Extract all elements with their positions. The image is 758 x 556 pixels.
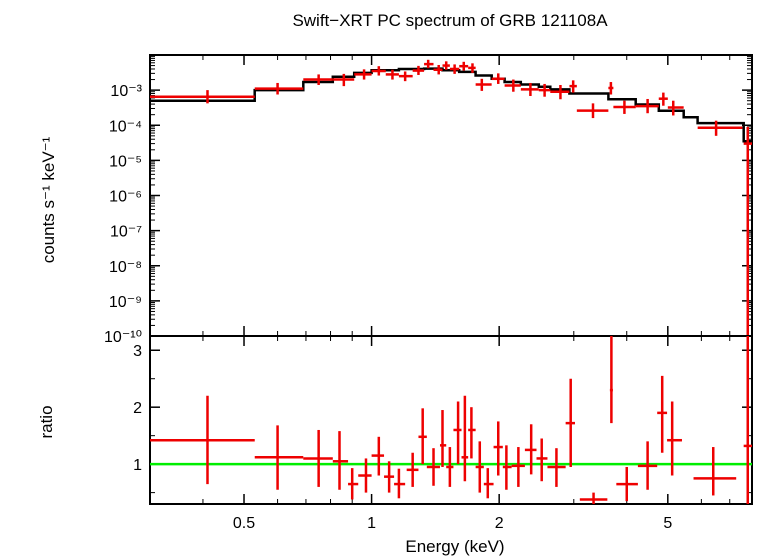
ratio-data-point <box>637 441 658 490</box>
spectrum-data-point <box>635 98 659 114</box>
ratio-data-point <box>303 429 333 487</box>
ratio-data-point <box>384 461 395 493</box>
chart-title: Swift−XRT PC spectrum of GRB 121108A <box>292 11 608 30</box>
spectrum-data-point <box>504 79 521 92</box>
ratio-data-point <box>446 447 454 487</box>
ratio-data-point <box>150 395 255 485</box>
spectrum-y-tick-label: 10⁻⁹ <box>109 294 142 311</box>
ratio-y-tick-label: 1 <box>133 457 142 474</box>
spectrum-data-point <box>449 64 460 74</box>
ratio-data-point <box>511 447 525 487</box>
ratio-data-point <box>616 466 638 502</box>
ratio-data-point <box>426 448 440 486</box>
spectrum-y-tick-label: 10⁻⁶ <box>109 189 142 206</box>
ratio-data-point <box>348 468 359 500</box>
x-tick-label: 0.5 <box>233 515 255 532</box>
spectrum-data-point <box>254 82 304 95</box>
spectrum-data-point <box>303 74 333 85</box>
x-tick-label: 2 <box>495 515 504 532</box>
ratio-data-point <box>418 408 427 465</box>
ratio-data-point <box>371 436 385 476</box>
ratio-y-tick-label: 3 <box>133 343 142 360</box>
ratio-data-point <box>657 375 668 453</box>
spectrum-y-axis-label: counts s⁻¹ keV⁻¹ <box>39 136 58 263</box>
spectrum-data-point <box>697 120 743 136</box>
ratio-frame <box>149 335 753 505</box>
spectrum-data-point <box>332 73 355 87</box>
ratio-data-point <box>439 410 447 467</box>
spectrum-panel: 10⁻³ 10⁻⁴ 10⁻⁵ 10⁻⁶ 10⁻⁷ 10⁻⁸ 10⁻⁹ 10⁻¹⁰ <box>104 54 753 346</box>
ratio-data-point <box>493 421 503 476</box>
spectrum-data-point <box>354 69 372 80</box>
ratio-data-point <box>609 336 613 424</box>
spectrum-data-point <box>576 103 609 119</box>
spectrum-data-point <box>475 78 492 91</box>
spectrum-y-tick-label: 10⁻¹⁰ <box>104 329 142 346</box>
x-tick-label: 5 <box>663 515 672 532</box>
spectrum-data-point <box>424 59 434 69</box>
ratio-data-point <box>461 395 469 482</box>
spectrum-data-point <box>459 61 469 71</box>
spectrum-data-point <box>743 126 752 336</box>
ratio-data-point <box>254 425 304 490</box>
x-axis-label: Energy (keV) <box>405 537 504 556</box>
spectrum-data-point <box>150 90 255 104</box>
spectrum-data-point <box>398 71 413 82</box>
ratio-data-point <box>524 424 537 475</box>
ratio-y-tick-label: 2 <box>133 400 142 417</box>
x-tick-label: 1 <box>367 515 376 532</box>
ratio-data-point <box>667 401 682 476</box>
spectrum-y-tick-label: 10⁻⁵ <box>109 153 142 170</box>
spectrum-data-point <box>385 69 399 80</box>
ratio-data-point <box>483 468 494 499</box>
spectrum-data-point <box>520 82 539 97</box>
ratio-data-point <box>406 452 419 487</box>
model-step-line <box>150 67 752 143</box>
ratio-data-point <box>565 378 576 467</box>
spectrum-data-point <box>433 64 443 75</box>
ratio-data-point <box>453 401 462 465</box>
ratio-data-point <box>743 336 752 504</box>
ratio-data-point <box>475 441 484 493</box>
spectrum-y-tick-label: 10⁻⁸ <box>109 259 142 276</box>
spectrum-data-point <box>569 80 577 93</box>
spectrum-data-point <box>491 73 505 84</box>
ratio-data-point <box>547 448 566 487</box>
spectrum-data-point <box>371 66 386 76</box>
ratio-data-point <box>358 458 372 493</box>
spectrum-data-point <box>442 61 450 70</box>
ratio-data-point <box>502 445 512 490</box>
spectrum-data-point <box>658 92 668 106</box>
spectrum-data-point <box>613 100 636 114</box>
spectrum-y-tick-label: 10⁻⁴ <box>109 118 142 135</box>
ratio-data-point <box>468 407 476 459</box>
spectrum-y-tick-label: 10⁻³ <box>110 83 142 100</box>
ratio-data-point <box>693 447 737 496</box>
spectrum-data-point <box>550 84 570 100</box>
ratio-panel: 1 2 3 <box>133 335 753 505</box>
spectrum-data-point <box>538 83 551 97</box>
spectrum-data-point <box>412 65 425 75</box>
ratio-data-point <box>579 492 608 504</box>
ratio-y-axis-label: ratio <box>37 405 56 438</box>
spectrum-data-point <box>667 100 684 116</box>
ratio-data-point <box>536 438 548 482</box>
ratio-data-point <box>332 431 349 490</box>
spectrum-y-tick-label: 10⁻⁷ <box>110 224 142 241</box>
ratio-data-point <box>394 468 406 499</box>
spectrum-data-point <box>468 63 476 73</box>
spectrum-data-point <box>608 82 614 95</box>
